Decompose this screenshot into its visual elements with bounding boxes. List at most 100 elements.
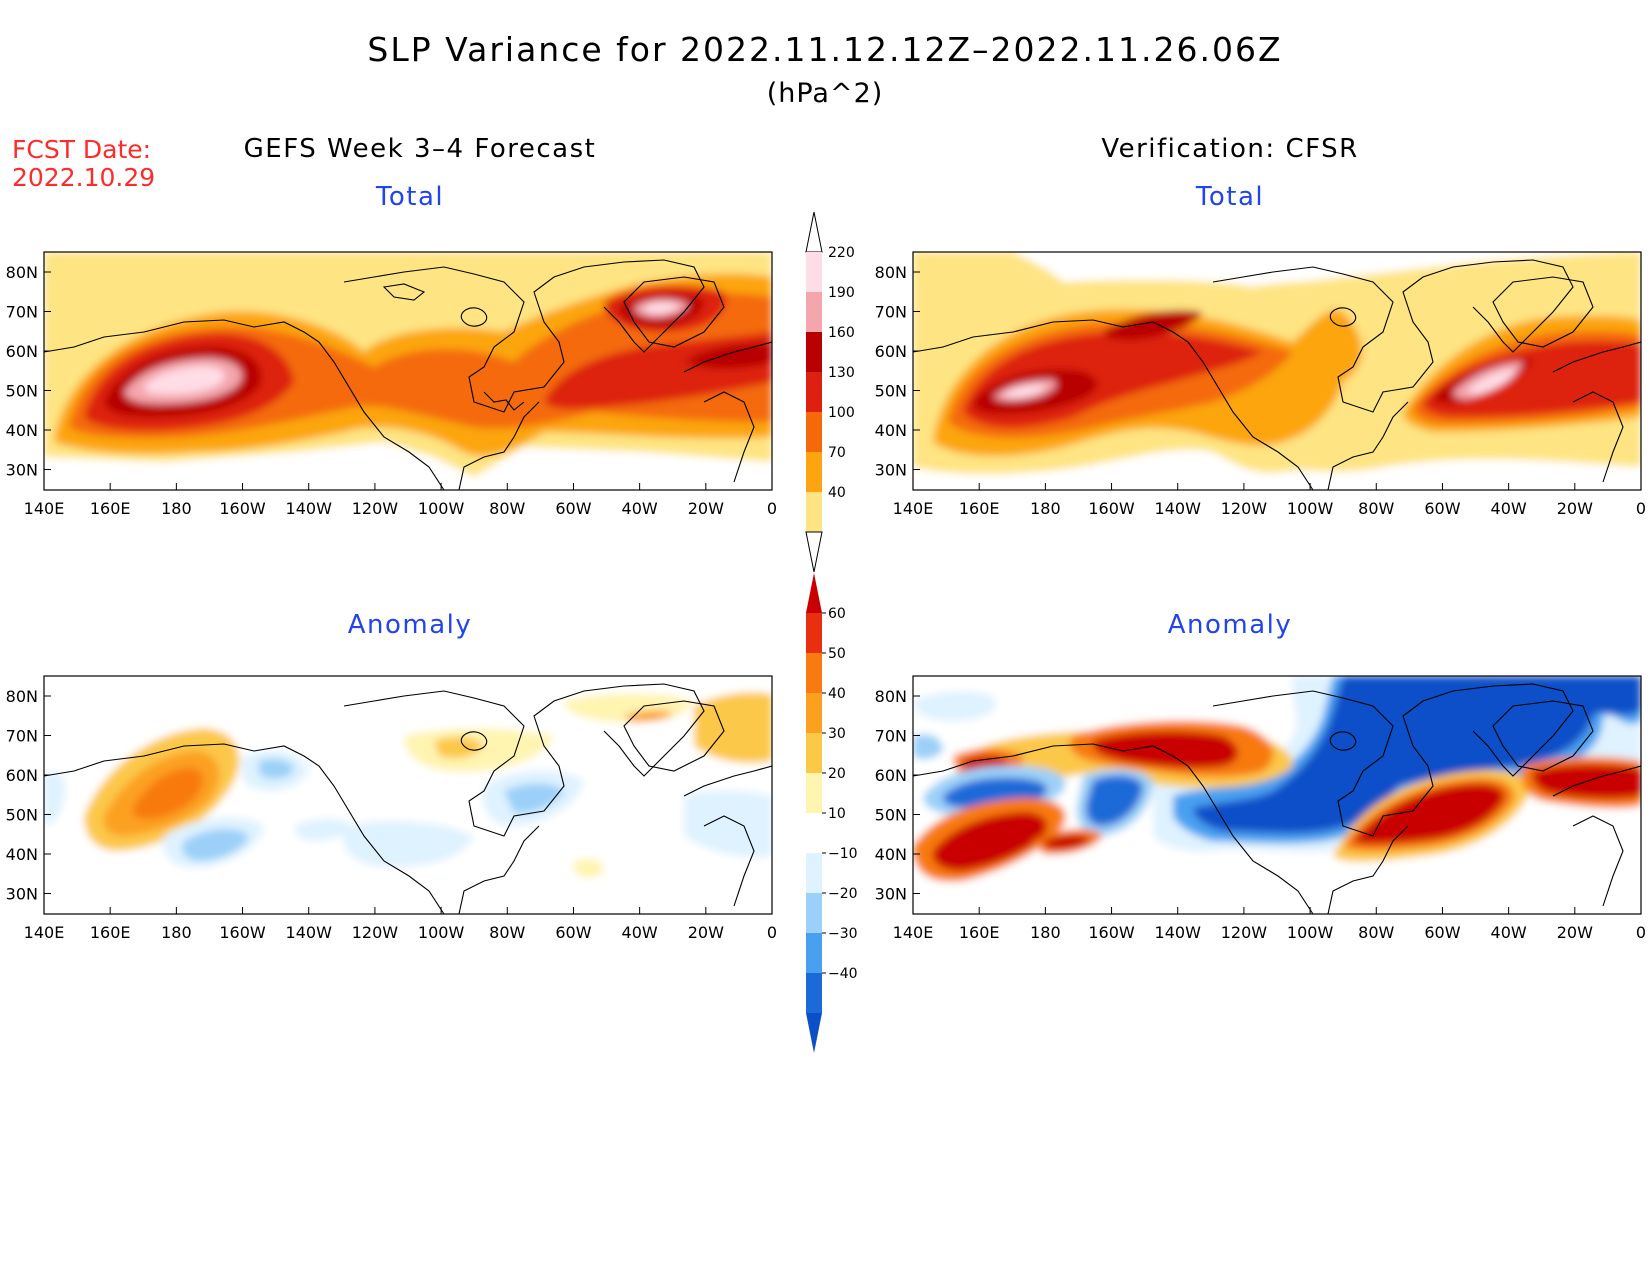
lon-tick-label: 120W [352, 923, 399, 942]
lon-tick-label: 20W [688, 499, 724, 518]
colorbar-level-label: 190 [828, 285, 855, 301]
colorbar-level-label: −20 [828, 886, 858, 902]
lon-tick-label: 80W [489, 923, 525, 942]
colorbar-swatch [806, 292, 822, 332]
lon-tick-label: 140E [24, 499, 65, 518]
lat-tick-label: 30N [875, 461, 907, 480]
fcst-date-block: FCST Date: 2022.10.29 [12, 136, 155, 192]
lon-tick-label: 160E [90, 499, 131, 518]
fcst-date-label: FCST Date: [12, 135, 152, 164]
map-panel-cfsr-total: 80N 70N 60N 50N 40N 30N 140E 160E 180 160W 140W 120… [875, 251, 1646, 518]
lon-tick-label: 80W [1358, 923, 1394, 942]
lon-tick-label: 40W [1491, 923, 1527, 942]
colorbar-swatch [806, 412, 822, 452]
colorbar-level-label: 30 [828, 726, 846, 742]
lat-tick-label: 80N [875, 687, 907, 706]
lat-tick-label: 70N [6, 727, 38, 746]
lat-tick-label: 30N [6, 461, 38, 480]
axis-ticks-top-left: 80N 70N 60N 50N 40N 30N 140E 160E 180 160W 140W 120… [6, 263, 777, 518]
panel-title-top-right: Total [1195, 182, 1265, 212]
lon-tick-label: 20W [688, 923, 724, 942]
map-panel-gefs-anomaly: 80N 70N 60N 50N 40N 30N 140E 160E 180 160W 140W 120… [6, 675, 777, 942]
lat-tick-label: 50N [875, 806, 907, 825]
lon-tick-label: 160W [219, 923, 266, 942]
colorbar-level-label: 220 [828, 245, 855, 261]
colorbar-swatch [806, 492, 822, 532]
figure-title: SLP Variance for 2022.11.12.12Z–2022.11.… [367, 30, 1283, 69]
lat-tick-label: 40N [6, 421, 38, 440]
colorbar-swatch [806, 973, 822, 1013]
right-column-title: Verification: CFSR [1101, 134, 1359, 164]
lat-tick-label: 40N [6, 845, 38, 864]
colorbar-top-arrow [806, 573, 822, 613]
lon-tick-label: 60W [1424, 923, 1460, 942]
colorbar-swatch [806, 693, 822, 733]
lon-tick-label: 160W [1088, 499, 1135, 518]
lon-tick-label: 180 [161, 499, 192, 518]
left-column-title: GEFS Week 3–4 Forecast [243, 134, 597, 164]
colorbar-swatch [806, 853, 822, 893]
colorbar-level-label: 70 [828, 445, 846, 461]
colorbar-total: 220 190 160 130 100 70 40 [805, 211, 855, 573]
colorbar-bottom-arrow [805, 531, 823, 573]
lon-tick-label: 100W [418, 499, 465, 518]
lon-tick-label: 40W [622, 499, 658, 518]
lon-tick-label: 20W [1557, 923, 1593, 942]
panel-title-top-left: Total [375, 182, 445, 212]
lat-tick-label: 80N [6, 263, 38, 282]
colorbar-swatch [806, 332, 822, 372]
lon-tick-label: 100W [1287, 499, 1334, 518]
colorbar-swatch [806, 252, 822, 292]
lon-tick-label: 0 [767, 923, 777, 942]
lon-tick-label: 80W [489, 499, 525, 518]
colorbar-level-label: 130 [828, 365, 855, 381]
lon-tick-label: 100W [1287, 923, 1334, 942]
lat-tick-label: 40N [875, 845, 907, 864]
colorbar-level-label: 20 [828, 766, 846, 782]
lat-tick-label: 50N [6, 806, 38, 825]
axis-ticks-top-right: 80N 70N 60N 50N 40N 30N 140E 160E 180 160W 140W 120… [875, 263, 1646, 518]
colorbar-swatch [806, 613, 822, 653]
lat-tick-label: 60N [875, 766, 907, 785]
lat-tick-label: 60N [6, 766, 38, 785]
map-panel-gefs-total: 80N 70N 60N 50N 40N 30N 140E 160E 180 160W 140W 120… [6, 251, 777, 518]
lon-tick-label: 0 [1636, 923, 1646, 942]
lon-tick-label: 60W [555, 923, 591, 942]
lon-tick-label: 120W [352, 499, 399, 518]
lat-tick-label: 50N [6, 382, 38, 401]
lon-tick-label: 180 [1030, 923, 1061, 942]
colorbar-level-label: 60 [828, 606, 846, 622]
lat-tick-label: 80N [6, 687, 38, 706]
colorbar-anomaly: 60 50 40 30 20 10 −10 −20 −30 −40 [806, 573, 858, 1053]
lon-tick-label: 60W [555, 499, 591, 518]
lon-tick-label: 0 [767, 499, 777, 518]
lon-tick-label: 140W [1155, 499, 1202, 518]
lon-tick-label: 120W [1221, 499, 1268, 518]
colorbar-swatch [806, 933, 822, 973]
panel-title-bottom-right: Anomaly [1167, 610, 1293, 640]
lat-tick-label: 60N [875, 342, 907, 361]
lon-tick-label: 160W [219, 499, 266, 518]
colorbar-level-label: 40 [828, 485, 846, 501]
colorbar-swatch [806, 813, 822, 853]
axis-ticks-bottom-left: 80N 70N 60N 50N 40N 30N 140E 160E 180 160W 140W 120… [6, 687, 777, 942]
lon-tick-label: 80W [1358, 499, 1394, 518]
lon-tick-label: 160W [1088, 923, 1135, 942]
lat-tick-label: 60N [6, 342, 38, 361]
colorbar-level-label: −10 [828, 846, 858, 862]
lat-tick-label: 70N [875, 303, 907, 322]
lat-tick-label: 30N [6, 885, 38, 904]
colorbar-swatch [806, 773, 822, 813]
lon-tick-label: 60W [1424, 499, 1460, 518]
lat-tick-label: 40N [875, 421, 907, 440]
lon-tick-label: 140E [893, 499, 934, 518]
colorbar-swatch [806, 653, 822, 693]
lon-tick-label: 180 [161, 923, 192, 942]
lon-tick-label: 140W [286, 923, 333, 942]
fcst-date-value: 2022.10.29 [12, 163, 156, 192]
colorbar-swatch [806, 372, 822, 412]
colorbar-level-label: 100 [828, 405, 855, 421]
lon-tick-label: 20W [1557, 499, 1593, 518]
colorbar-swatch [806, 733, 822, 773]
lon-tick-label: 100W [418, 923, 465, 942]
